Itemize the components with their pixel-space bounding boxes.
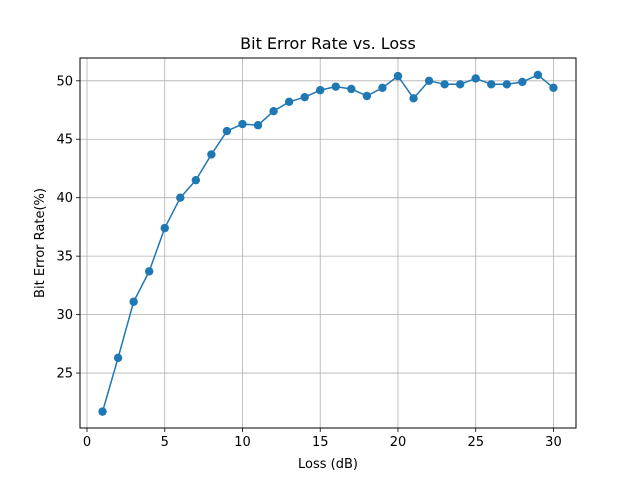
- y-tick-label: 45: [56, 133, 73, 148]
- data-point: [487, 80, 496, 89]
- x-tick-label: 20: [390, 435, 407, 450]
- data-point: [300, 92, 309, 102]
- y-tick-label: 25: [56, 367, 73, 382]
- ticks: 0 5 10 15 20 25 30 25 30 35 40 45 50: [56, 74, 561, 450]
- x-tick-label: 15: [312, 435, 329, 450]
- x-axis-label: Loss (dB): [298, 457, 358, 472]
- data-point: [393, 71, 403, 81]
- data-point: [533, 70, 543, 80]
- chart-title: Bit Error Rate vs. Loss: [240, 34, 416, 53]
- data-point: [176, 193, 185, 202]
- data-point: [113, 353, 123, 363]
- y-tick-label: 30: [56, 308, 73, 323]
- x-tick-label: 5: [161, 435, 169, 450]
- plot-area: [80, 58, 576, 428]
- data-point: [284, 97, 294, 107]
- data-point: [518, 77, 527, 87]
- data-point: [378, 83, 387, 93]
- data-point: [253, 121, 263, 130]
- data-point: [362, 91, 372, 101]
- data-point: [331, 82, 340, 91]
- data-point: [347, 84, 356, 94]
- data-point: [160, 223, 169, 233]
- series-layer: [98, 70, 558, 416]
- data-point: [316, 85, 325, 95]
- y-tick-label: 35: [56, 250, 73, 265]
- data-point: [269, 106, 278, 116]
- x-tick-label: 0: [83, 435, 91, 450]
- x-tick-label: 25: [467, 435, 484, 450]
- data-point: [424, 76, 434, 85]
- data-point: [129, 297, 138, 306]
- plot-frame: [79, 57, 577, 429]
- y-axis-label: Bit Error Rate(%): [33, 188, 48, 298]
- data-point: [440, 80, 449, 89]
- data-point: [471, 74, 480, 83]
- data-point: [207, 150, 216, 159]
- data-point: [409, 94, 418, 103]
- data-point: [238, 119, 247, 129]
- data-point: [222, 126, 232, 136]
- y-tick-label: 40: [56, 191, 73, 206]
- x-tick-label: 30: [545, 435, 562, 450]
- data-point: [191, 175, 201, 185]
- x-tick-label: 10: [234, 435, 251, 450]
- y-tick-label: 50: [56, 74, 73, 89]
- data-point: [144, 267, 154, 276]
- data-point: [98, 407, 107, 416]
- data-point: [502, 80, 512, 89]
- data-point: [549, 83, 558, 93]
- data-point: [455, 80, 465, 89]
- grid: [80, 58, 576, 428]
